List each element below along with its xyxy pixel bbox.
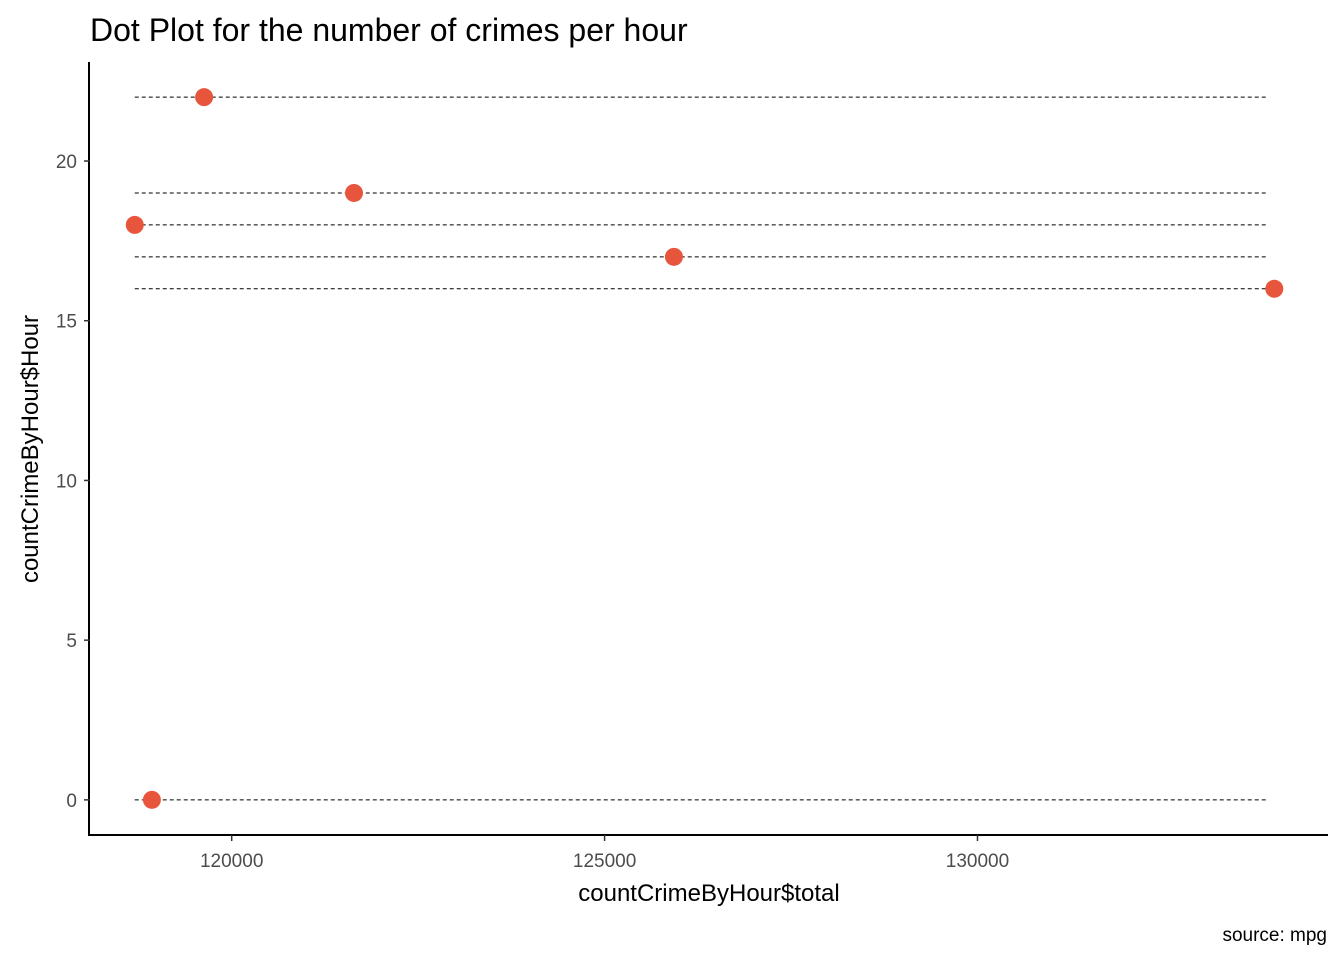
data-point: [664, 247, 683, 266]
y-axis-ticks: 0 5 10 15 20: [56, 152, 90, 812]
x-axis-ticks: 120000 125000 130000: [200, 835, 1009, 872]
x-tick-label: 120000: [200, 851, 263, 872]
x-tick-label: 130000: [946, 851, 1009, 872]
y-tick-label: 0: [66, 791, 77, 812]
data-point: [142, 790, 161, 809]
y-tick-label: 20: [56, 152, 77, 173]
dashed-segments: [134, 96, 1269, 801]
chart-caption: source: mpg: [1222, 925, 1327, 946]
data-point: [125, 215, 144, 234]
y-tick-label: 10: [56, 471, 77, 492]
data-point: [345, 183, 364, 202]
data-point: [1265, 279, 1284, 298]
y-tick-label: 5: [66, 631, 77, 652]
x-axis-title: countCrimeByHour$total: [578, 880, 839, 907]
y-axis-title: countCrimeByHour$Hour: [17, 315, 44, 583]
chart-title: Dot Plot for the number of crimes per ho…: [90, 12, 688, 48]
y-tick-label: 15: [56, 312, 77, 333]
data-points: [125, 88, 1284, 809]
x-tick-label: 125000: [573, 851, 636, 872]
data-point: [195, 88, 214, 107]
